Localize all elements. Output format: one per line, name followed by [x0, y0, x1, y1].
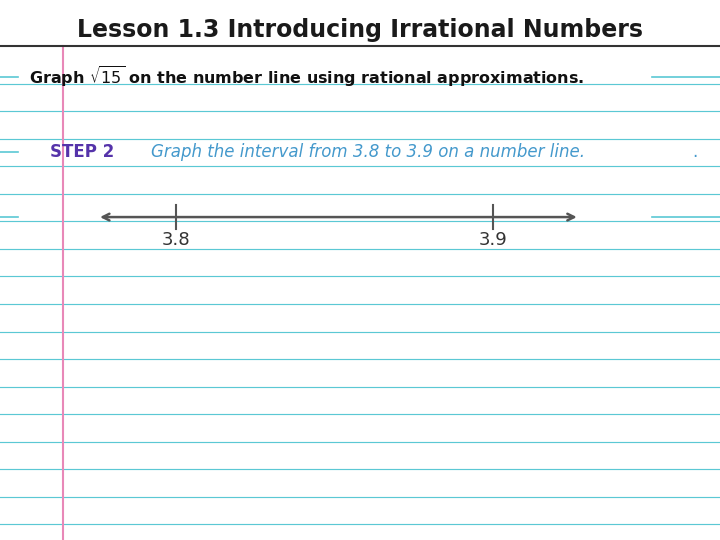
- Text: .: .: [693, 143, 698, 161]
- Text: Graph $\sqrt{15}$ on the number line using rational approximations.: Graph $\sqrt{15}$ on the number line usi…: [29, 64, 584, 89]
- Text: 3.8: 3.8: [162, 231, 191, 249]
- Text: STEP 2: STEP 2: [50, 143, 114, 161]
- Text: Graph the interval from 3.8 to 3.9 on a number line.: Graph the interval from 3.8 to 3.9 on a …: [151, 143, 585, 161]
- Text: 3.9: 3.9: [479, 231, 508, 249]
- Text: Lesson 1.3 Introducing Irrational Numbers: Lesson 1.3 Introducing Irrational Number…: [77, 18, 643, 42]
